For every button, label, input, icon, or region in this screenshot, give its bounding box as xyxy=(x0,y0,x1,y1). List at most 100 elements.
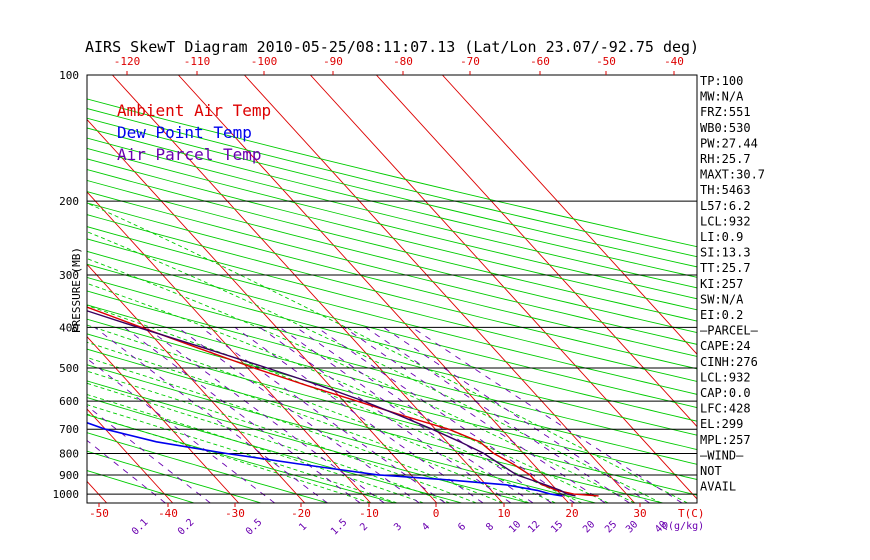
mixing-ratio-label: 25 xyxy=(603,519,619,535)
series-line-ambient xyxy=(87,306,599,497)
dry-adiabat-line xyxy=(87,333,697,496)
moist-adiabat-line xyxy=(87,324,556,503)
dry-adiabat-line xyxy=(87,238,697,395)
mixing-ratio-label: 2 xyxy=(358,521,370,533)
top-temp-tick-label: -100 xyxy=(251,55,278,68)
mixing-ratio-label: 10 xyxy=(507,519,523,535)
mixing-ratio-label: 8 xyxy=(484,521,496,533)
dry-adiabat-line xyxy=(87,263,697,422)
mixing-ratio-line xyxy=(316,326,575,503)
mixing-ratio-label: 6 xyxy=(456,521,468,533)
mixing-ratio-line xyxy=(124,326,361,503)
top-temp-tick-label: -80 xyxy=(393,55,413,68)
dry-adiabat-line xyxy=(87,348,663,503)
pressure-tick-label: 400 xyxy=(59,321,79,334)
index-entry: TH:5463 xyxy=(700,183,751,197)
bottom-temp-tick-label: -50 xyxy=(89,507,109,520)
pressure-tick-label: 1000 xyxy=(53,488,80,501)
index-entry: RH:25.7 xyxy=(700,152,751,166)
index-entry: WB0:530 xyxy=(700,121,751,135)
pressure-tick-label: 800 xyxy=(59,448,79,461)
legend-entry: Ambient Air Temp xyxy=(117,101,271,120)
isotherm-line xyxy=(0,75,41,503)
mixing-ratio-line xyxy=(365,326,630,503)
mixing-ratio-line xyxy=(87,358,275,503)
mixing-ratio-label: 1.5 xyxy=(329,517,350,538)
pressure-tick-label: 500 xyxy=(59,362,79,375)
dry-adiabat-line xyxy=(87,191,697,345)
mixing-ratio-line xyxy=(343,326,606,503)
index-entry: EL:299 xyxy=(700,417,743,431)
mixing-ratio-label: 12 xyxy=(526,519,542,535)
index-entry: CAPE:24 xyxy=(700,339,751,353)
moist-adiabat-line xyxy=(87,394,424,503)
index-entry: MPL:257 xyxy=(700,433,751,447)
index-entry: SI:13.3 xyxy=(700,246,751,260)
mixing-ratio-label: 15 xyxy=(549,519,565,535)
index-entry: MW:N/A xyxy=(700,90,744,104)
bottom-temp-tick-label: -20 xyxy=(291,507,311,520)
bottom-unit-label: T(C) xyxy=(678,507,705,520)
index-entry: KI:257 xyxy=(700,277,743,291)
moist-adiabat-line xyxy=(87,370,477,503)
dry-adiabat-line xyxy=(87,470,195,503)
moist-adiabat-line xyxy=(87,304,583,503)
mixing-ratio-label: 0.2 xyxy=(176,517,197,538)
moist-adiabat-line xyxy=(87,357,503,503)
dry-adiabat-line xyxy=(87,137,697,289)
dry-adiabat-line xyxy=(87,179,697,334)
dry-adiabat-line xyxy=(87,380,530,503)
index-entry: TP:100 xyxy=(700,74,743,88)
dry-adiabat-line xyxy=(87,250,697,409)
dry-adiabat-line xyxy=(87,432,329,503)
moist-adiabat-line xyxy=(87,382,451,503)
index-entry: SW:N/A xyxy=(700,292,744,306)
mixing-ratio-line xyxy=(295,326,552,503)
mixing-ratio-line xyxy=(87,439,166,503)
moist-adiabat-line xyxy=(87,341,530,503)
dry-adiabat-line xyxy=(87,290,697,451)
dry-adiabat-line xyxy=(87,364,597,503)
dry-adiabat-line xyxy=(87,318,697,480)
dry-adiabat-line xyxy=(87,397,463,503)
bottom-temp-tick-label: 20 xyxy=(565,507,578,520)
moist-adiabat-line xyxy=(87,413,371,503)
top-temp-tick-label: -40 xyxy=(664,55,684,68)
pressure-tick-label: 300 xyxy=(59,269,79,282)
legend: Ambient Air Temp Dew Point Temp Air Parcel… xyxy=(117,101,271,164)
dry-adiabat-line xyxy=(87,304,697,465)
index-entry: LCL:932 xyxy=(700,214,751,228)
mixing-ratio-line xyxy=(279,326,534,503)
bottom-temp-tick-label: -40 xyxy=(158,507,178,520)
mixing-ratio-label: 0.5 xyxy=(244,517,265,538)
series-line-dewpoint xyxy=(87,421,563,497)
isotherm-line xyxy=(87,118,438,503)
moist-adiabat-line xyxy=(87,231,662,503)
top-temp-tick-label: -110 xyxy=(184,55,211,68)
mixing-ratio-label: 0.1 xyxy=(130,517,151,538)
mixing-ratio-unit-label: Q(g/kg) xyxy=(662,521,704,532)
mixing-ratio-label: 3 xyxy=(392,521,404,533)
mixing-ratio-line xyxy=(87,405,211,503)
isotherm-line xyxy=(442,75,697,355)
isotherm-line xyxy=(244,75,636,503)
dry-adiabat-line xyxy=(87,276,697,436)
moist-adiabat-line xyxy=(87,202,688,503)
pressure-tick-label: 600 xyxy=(59,395,79,408)
legend-entry: Air Parcel Temp xyxy=(117,145,262,164)
top-temp-tick-label: -70 xyxy=(460,55,480,68)
bottom-temp-tick-label: 0 xyxy=(433,507,440,520)
dry-adiabat-line xyxy=(87,127,697,278)
top-temp-tick-label: -120 xyxy=(114,55,141,68)
dry-adiabat-line xyxy=(87,450,262,503)
isotherm-line xyxy=(376,75,697,428)
moist-adiabat-line xyxy=(87,282,609,503)
legend-entry: Dew Point Temp xyxy=(117,123,252,142)
mixing-ratio-label: 30 xyxy=(624,519,640,535)
bottom-temp-tick-label: -10 xyxy=(359,507,379,520)
index-entry: MAXT:30.7 xyxy=(700,168,765,182)
mixing-ratio-line xyxy=(411,326,683,503)
top-temp-tick-label: -50 xyxy=(596,55,616,68)
dry-adiabat-line xyxy=(87,214,697,370)
